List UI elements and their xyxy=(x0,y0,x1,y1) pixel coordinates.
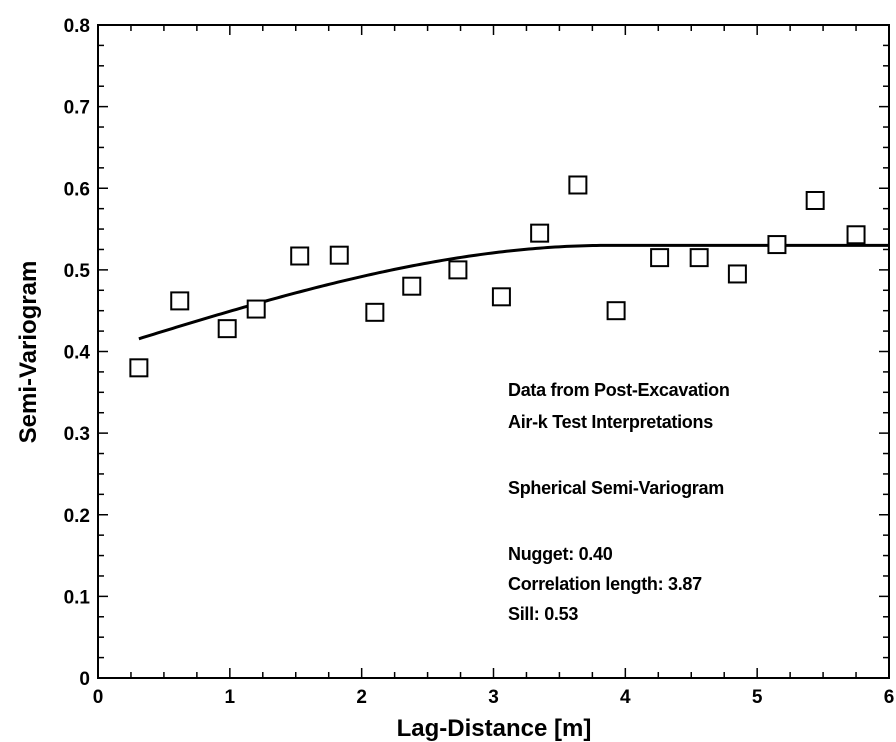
fit-curve-layer xyxy=(138,243,889,341)
y-tick-label: 0.6 xyxy=(64,179,90,200)
y-tick-label: 0.7 xyxy=(64,98,90,119)
data-point-marker xyxy=(402,276,422,296)
x-tick-label: 1 xyxy=(225,687,236,708)
annotation-correlation-length: Correlation length: 3.87 xyxy=(508,574,702,594)
y-tick-label: 0.2 xyxy=(64,506,90,527)
data-point-marker xyxy=(805,190,825,210)
axis-ticks xyxy=(97,24,890,679)
data-point-marker xyxy=(846,225,866,245)
data-point-marker xyxy=(365,302,385,322)
data-point-marker xyxy=(170,291,190,311)
plot-frame xyxy=(97,24,890,679)
data-points xyxy=(129,175,866,378)
data-point-marker xyxy=(689,248,709,268)
x-tick-label: 6 xyxy=(884,687,895,708)
data-point-marker xyxy=(329,245,349,265)
annotation-box: Data from Post-Excavation Air-k Test Int… xyxy=(508,380,730,624)
data-point-marker xyxy=(448,260,468,280)
data-point-marker xyxy=(727,264,747,284)
y-tick-label: 0 xyxy=(79,669,90,690)
data-point-marker xyxy=(767,235,787,255)
data-point-marker xyxy=(606,301,626,321)
data-point-marker xyxy=(650,248,670,268)
data-point-marker xyxy=(530,223,550,243)
annotation-sill: Sill: 0.53 xyxy=(508,604,578,624)
y-tick-label: 0.4 xyxy=(64,343,91,364)
data-point-marker xyxy=(290,246,310,266)
x-tick-label: 0 xyxy=(93,687,104,708)
y-axis-label: Semi-Variogram xyxy=(15,261,42,444)
x-tick-label: 4 xyxy=(620,687,631,708)
data-point-marker xyxy=(246,299,266,319)
tick-labels: 0 1 2 3 4 5 6 0 0.1 0.2 0.3 0.4 0.5 0.6 0.7 0.8 xyxy=(64,16,895,708)
data-point-marker xyxy=(491,287,511,307)
x-tick-label: 2 xyxy=(356,687,367,708)
y-tick-label: 0.1 xyxy=(64,587,91,608)
data-point-marker xyxy=(568,175,588,195)
annotation-data-source-line2: Air-k Test Interpretations xyxy=(508,412,713,432)
spherical-fit-line xyxy=(138,243,889,341)
y-tick-label: 0.5 xyxy=(64,261,91,282)
x-tick-label: 3 xyxy=(488,687,499,708)
y-tick-label: 0.3 xyxy=(64,424,90,445)
x-axis-label: Lag-Distance [m] xyxy=(397,715,592,742)
annotation-nugget: Nugget: 0.40 xyxy=(508,544,613,564)
x-tick-label: 5 xyxy=(752,687,763,708)
y-tick-label: 0.8 xyxy=(64,16,90,37)
annotation-data-source-line1: Data from Post-Excavation xyxy=(508,380,730,400)
annotation-model-name: Spherical Semi-Variogram xyxy=(508,478,724,498)
data-point-marker xyxy=(217,319,237,339)
data-point-marker xyxy=(129,358,149,378)
